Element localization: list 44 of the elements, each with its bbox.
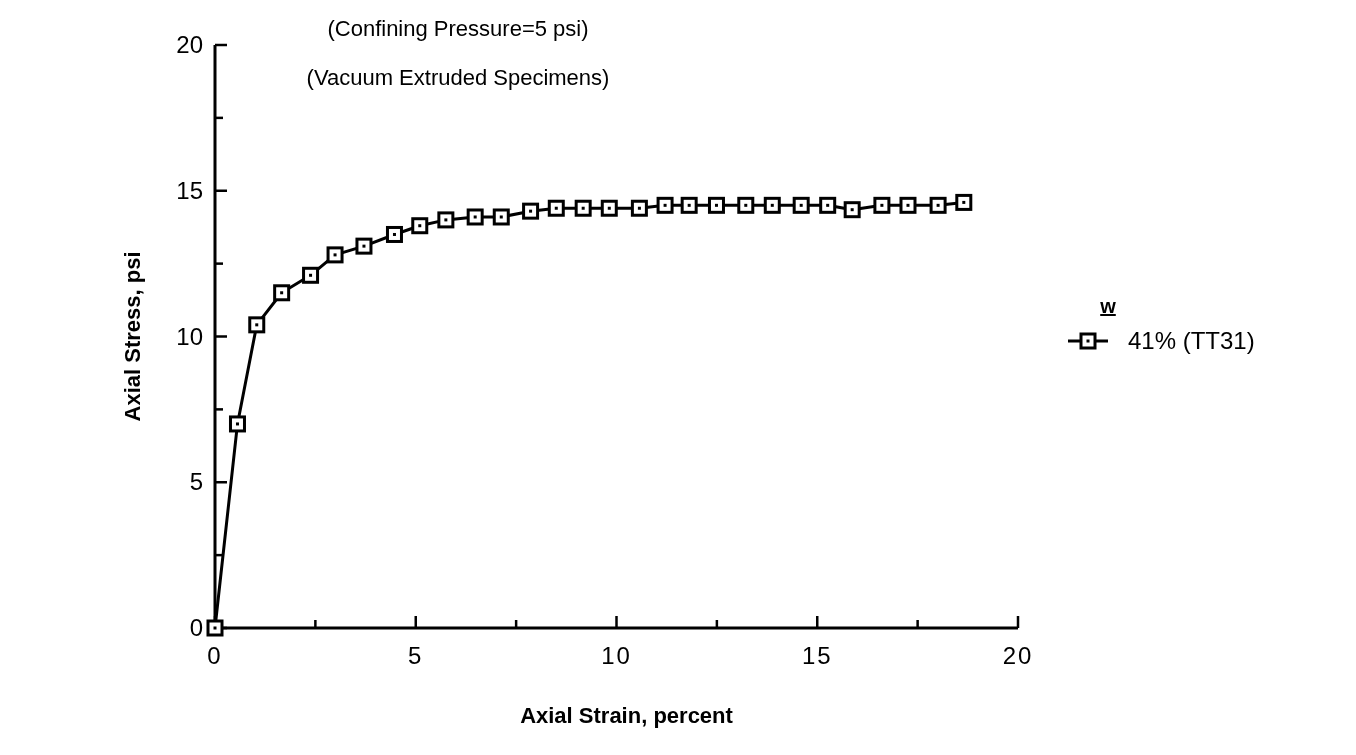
x-tick-label: 15 <box>801 642 833 669</box>
point <box>955 193 973 211</box>
point <box>763 196 781 214</box>
point <box>302 266 320 284</box>
point <box>492 208 510 226</box>
point <box>385 225 403 243</box>
point <box>843 201 861 219</box>
point <box>547 199 565 217</box>
point <box>600 199 618 217</box>
x-axis-title: Axial Strain, percent <box>520 703 734 728</box>
point <box>355 237 373 255</box>
y-tick-label: 15 <box>176 176 203 204</box>
point <box>680 196 698 214</box>
point <box>707 196 725 214</box>
x-tick-label: 20 <box>1002 642 1034 669</box>
point <box>899 196 917 214</box>
point <box>873 196 891 214</box>
text: (Vacuum Extruded Specimens) <box>306 65 610 90</box>
x-tick-label: 10 <box>601 642 632 669</box>
legend-title: w <box>1099 295 1117 317</box>
point <box>630 199 648 217</box>
point <box>273 284 291 302</box>
y-axis-title: Axial Stress, psi <box>120 251 145 422</box>
point <box>411 217 429 235</box>
legend-label: 41% (TT31) <box>1128 327 1255 354</box>
x-tick-label: 5 <box>408 642 424 669</box>
x-tick-label: 0 <box>207 642 223 669</box>
point <box>248 316 266 334</box>
point <box>819 196 837 214</box>
point <box>437 211 455 229</box>
point <box>792 196 810 214</box>
y-tick-label: 5 <box>189 468 203 496</box>
chart-title: (Confining Pressure=5 psi) <box>327 16 589 41</box>
point <box>574 199 592 217</box>
point <box>326 246 344 264</box>
point <box>737 196 755 214</box>
y-tick-label: 10 <box>176 322 203 350</box>
point <box>929 196 947 214</box>
point <box>228 415 246 433</box>
point <box>522 202 540 220</box>
point <box>466 208 484 226</box>
point <box>656 196 674 214</box>
y-tick-label: 0 <box>189 614 203 641</box>
y-tick-label: 20 <box>176 31 203 58</box>
